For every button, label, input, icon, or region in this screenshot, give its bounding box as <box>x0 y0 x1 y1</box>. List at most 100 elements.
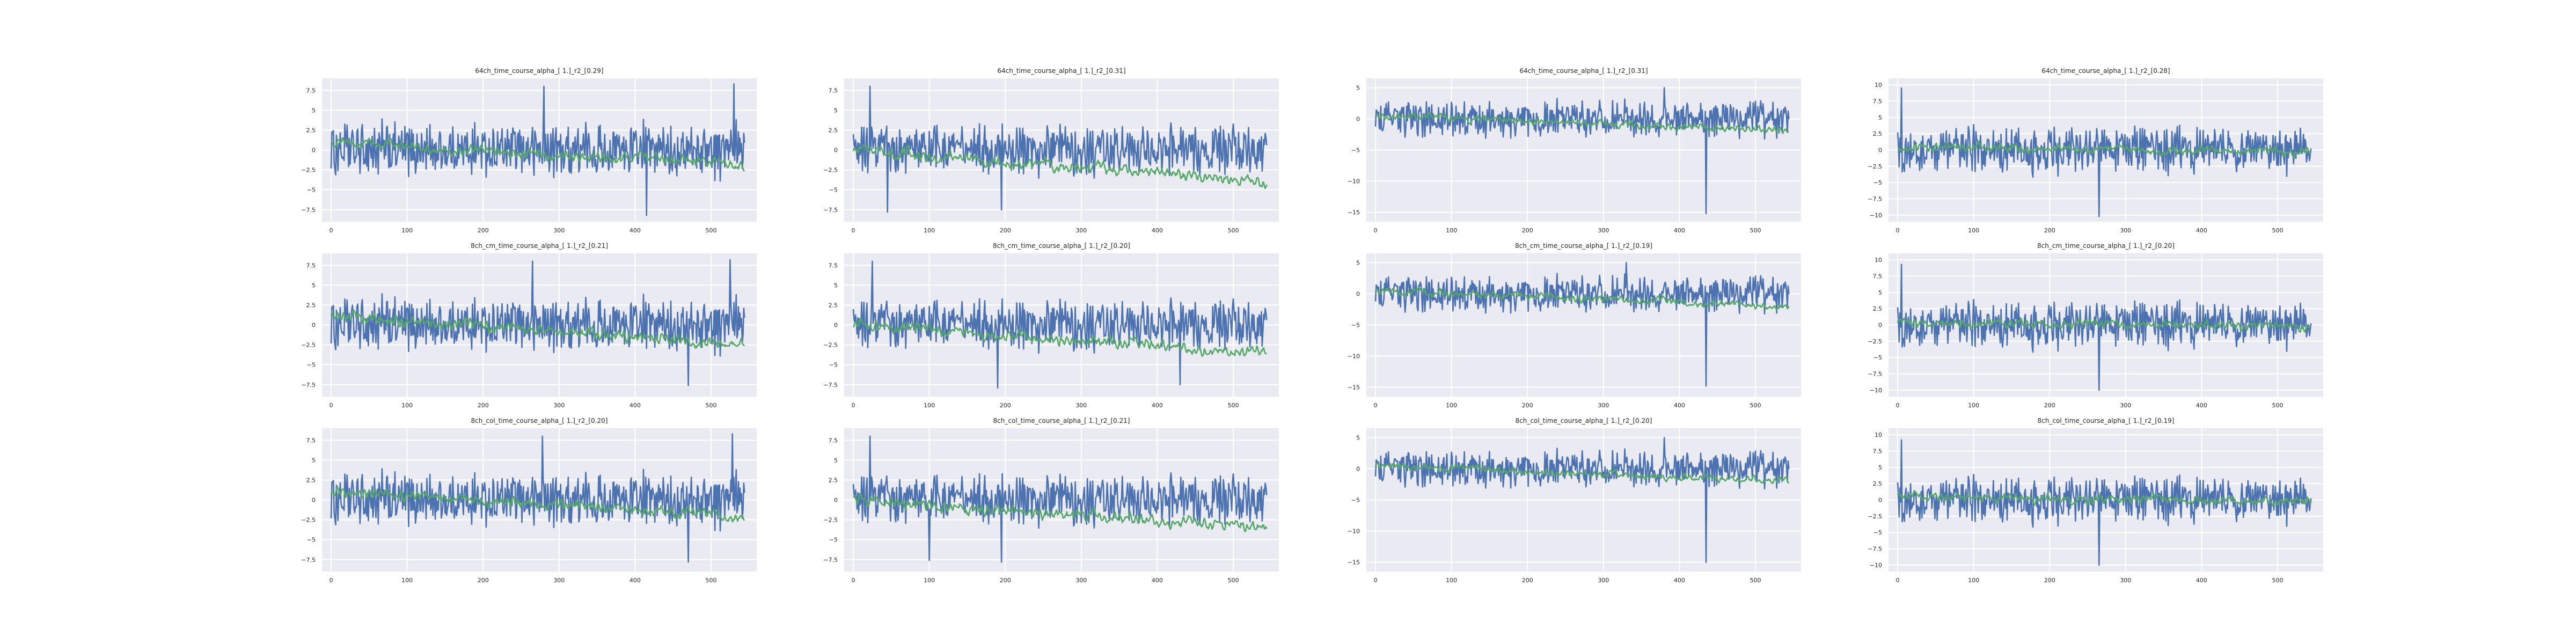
y-tick-label: 5 <box>312 107 316 114</box>
y-tick-label: 2.5 <box>829 302 838 309</box>
series-line-fit <box>330 486 745 523</box>
subplot-6: −7.5 −5 −2.5 0 2.5 5 7.5 0 100 200 300 400 500 8ch_cm… <box>823 242 1279 409</box>
y-tick-label: −2.5 <box>1868 338 1882 345</box>
x-tick-label: 0 <box>1896 227 1899 234</box>
y-tick-label: 5 <box>1356 84 1360 91</box>
x-tick-label: 400 <box>2196 227 2207 234</box>
y-tick-label: 0 <box>1356 465 1360 472</box>
x-tick-label: 100 <box>924 227 935 234</box>
y-tick-label: −10 <box>1348 528 1360 535</box>
subplot-title: 64ch_time_course_alpha_[ 1.]_r2_[0.31] <box>1519 67 1648 75</box>
y-tick-label: 7.5 <box>829 87 838 94</box>
x-tick-label: 500 <box>2272 227 2284 234</box>
series-line-raw <box>1374 87 1790 215</box>
series-line-fit <box>1897 141 2312 158</box>
x-tick-label: 200 <box>478 227 489 234</box>
subplot-title: 8ch_col_time_course_alpha_[ 1.]_r2_[0.19… <box>2038 417 2175 425</box>
y-tick-label: 5 <box>1356 259 1360 266</box>
y-tick-label: 0 <box>1878 322 1882 329</box>
x-tick-label: 0 <box>1373 227 1377 234</box>
x-tick-label: 500 <box>2272 577 2284 584</box>
x-tick-label: 200 <box>2044 577 2055 584</box>
y-tick-label: 2.5 <box>306 302 316 309</box>
y-tick-label: 5 <box>1878 464 1882 471</box>
x-tick-label: 300 <box>1598 577 1609 584</box>
y-tick-label: −5 <box>1351 497 1360 504</box>
series-line-fit <box>852 144 1268 189</box>
y-tick-label: −5 <box>829 362 838 369</box>
x-tick-label: 400 <box>630 402 641 409</box>
series-line-raw <box>1897 264 2312 391</box>
y-tick-label: −10 <box>1348 178 1360 185</box>
x-tick-label: 100 <box>1968 227 1979 234</box>
y-tick-label: −2.5 <box>1868 513 1882 520</box>
y-tick-label: −5 <box>1874 529 1882 536</box>
y-tick-label: −10 <box>1870 212 1882 219</box>
x-tick-label: 200 <box>2044 227 2055 234</box>
x-tick-label: 400 <box>630 577 641 584</box>
y-tick-label: 5 <box>1878 289 1882 296</box>
series-line-fit <box>330 137 745 172</box>
x-tick-label: 400 <box>1674 577 1685 584</box>
y-tick-label: −7.5 <box>301 382 316 389</box>
y-tick-label: −7.5 <box>1868 196 1882 203</box>
y-tick-label: −5 <box>829 537 838 544</box>
y-tick-label: −15 <box>1348 559 1360 566</box>
y-tick-label: 2.5 <box>829 127 838 134</box>
y-tick-label: 0 <box>1356 115 1360 122</box>
x-tick-label: 100 <box>924 402 935 409</box>
y-tick-label: 7.5 <box>306 87 316 94</box>
x-tick-label: 500 <box>1228 402 1239 409</box>
y-tick-label: 5 <box>1878 114 1882 121</box>
x-tick-label: 100 <box>924 577 935 584</box>
x-tick-label: 200 <box>1000 402 1011 409</box>
y-tick-label: 0 <box>834 322 838 329</box>
subplot-title: 64ch_time_course_alpha_[ 1.]_r2_[0.28] <box>2041 67 2170 75</box>
subplot-title: 64ch_time_course_alpha_[ 1.]_r2_[0.31] <box>997 67 1125 75</box>
x-tick-label: 400 <box>1152 227 1163 234</box>
x-tick-label: 300 <box>2120 402 2131 409</box>
subplot-title: 8ch_col_time_course_alpha_[ 1.]_r2_[0.21… <box>993 417 1130 425</box>
y-tick-label: −15 <box>1348 384 1360 391</box>
x-tick-label: 500 <box>1228 577 1239 584</box>
y-tick-label: 7.5 <box>829 437 838 444</box>
x-tick-label: 300 <box>553 577 565 584</box>
x-tick-label: 400 <box>1674 402 1685 409</box>
series-line-raw <box>852 85 1268 213</box>
y-tick-label: 5 <box>312 457 316 464</box>
x-tick-label: 0 <box>1373 402 1377 409</box>
subplot-title: 8ch_col_time_course_alpha_[ 1.]_r2_[0.20… <box>471 417 608 425</box>
y-tick-label: −2.5 <box>301 517 316 524</box>
series-line-fit <box>1375 286 1790 310</box>
y-tick-label: 7.5 <box>1873 273 1883 280</box>
y-tick-label: −7.5 <box>301 557 316 564</box>
y-tick-label: −7.5 <box>823 557 838 564</box>
series-line-raw <box>1897 439 2312 566</box>
x-tick-label: 0 <box>1373 577 1377 584</box>
y-tick-label: 0 <box>1878 147 1882 154</box>
x-tick-label: 100 <box>401 577 413 584</box>
x-tick-label: 500 <box>706 577 717 584</box>
y-tick-label: 2.5 <box>1873 480 1883 487</box>
y-tick-label: 5 <box>834 282 838 289</box>
y-tick-label: 7.5 <box>1873 98 1883 105</box>
x-tick-label: 300 <box>1598 402 1609 409</box>
y-tick-label: −5 <box>1351 147 1360 154</box>
y-tick-label: −2.5 <box>823 517 838 524</box>
y-tick-label: −5 <box>307 537 316 544</box>
x-tick-label: 0 <box>329 402 333 409</box>
y-tick-label: −2.5 <box>1868 163 1882 170</box>
series-line-fit <box>1897 490 2312 507</box>
y-tick-label: 5 <box>1356 434 1360 441</box>
x-tick-label: 0 <box>851 402 855 409</box>
x-tick-label: 0 <box>329 227 333 234</box>
subplot-2: −7.5 −5 −2.5 0 2.5 5 7.5 0 100 200 300 400 500 64ch_t… <box>823 67 1279 234</box>
subplot-1: −7.5 −5 −2.5 0 2.5 5 7.5 0 100 200 300 400 500 64ch_t… <box>301 67 757 234</box>
series-line-fit <box>852 317 1268 357</box>
y-tick-label: −10 <box>1348 353 1360 360</box>
x-tick-label: 200 <box>478 577 489 584</box>
x-tick-label: 200 <box>1522 402 1533 409</box>
